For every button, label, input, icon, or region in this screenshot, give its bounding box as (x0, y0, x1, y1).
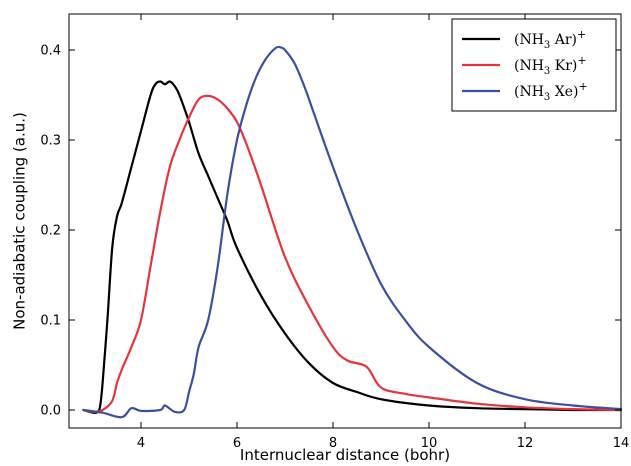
legend-label-base: (NH (514, 32, 544, 48)
y-tick-label: 0.1 (40, 314, 61, 329)
x-tick-label: 6 (233, 436, 241, 451)
legend-label-superscript: + (578, 80, 587, 93)
legend-label-element: Kr) (550, 58, 577, 74)
legend-entry-nh3-kr: (NH3 Kr)+ (514, 54, 587, 77)
legend: (NH3 Ar)+(NH3 Kr)+(NH3 Xe)+ (451, 18, 617, 112)
legend-label-superscript: + (577, 28, 586, 41)
legend-label-subscript: 3 (544, 40, 550, 51)
x-tick-label: 12 (517, 436, 534, 451)
x-tick-label: 8 (329, 436, 337, 451)
series-line-nh3-ar (82, 80, 623, 414)
legend-label-element: Ar) (550, 32, 577, 48)
legend-label-subscript: 3 (544, 92, 550, 103)
legend-entry-nh3-xe: (NH3 Xe)+ (514, 80, 588, 103)
legend-label-base: (NH (514, 84, 544, 100)
series-line-nh3-xe (82, 45, 623, 419)
y-tick-label: 0.4 (40, 44, 61, 59)
y-tick-label: 0.0 (40, 404, 61, 419)
legend-label-subscript: 3 (544, 66, 550, 77)
series-line-nh3-kr (82, 94, 623, 413)
legend-label-base: (NH (514, 58, 544, 74)
y-tick-label: 0.2 (40, 224, 61, 239)
plot-frame (68, 13, 622, 429)
x-tick-label: 4 (137, 436, 145, 451)
legend-entry-nh3-ar: (NH3 Ar)+ (514, 28, 586, 51)
y-tick-label: 0.3 (40, 134, 61, 149)
x-tick-label: 10 (421, 436, 438, 451)
legend-label-superscript: + (577, 54, 586, 67)
x-tick-label: 14 (613, 436, 630, 451)
legend-label-element: Xe) (550, 84, 578, 100)
x-axis-label: Internuclear distance (bohr) (240, 446, 450, 464)
y-axis-label: Non-adiabatic coupling (a.u.) (11, 112, 29, 330)
